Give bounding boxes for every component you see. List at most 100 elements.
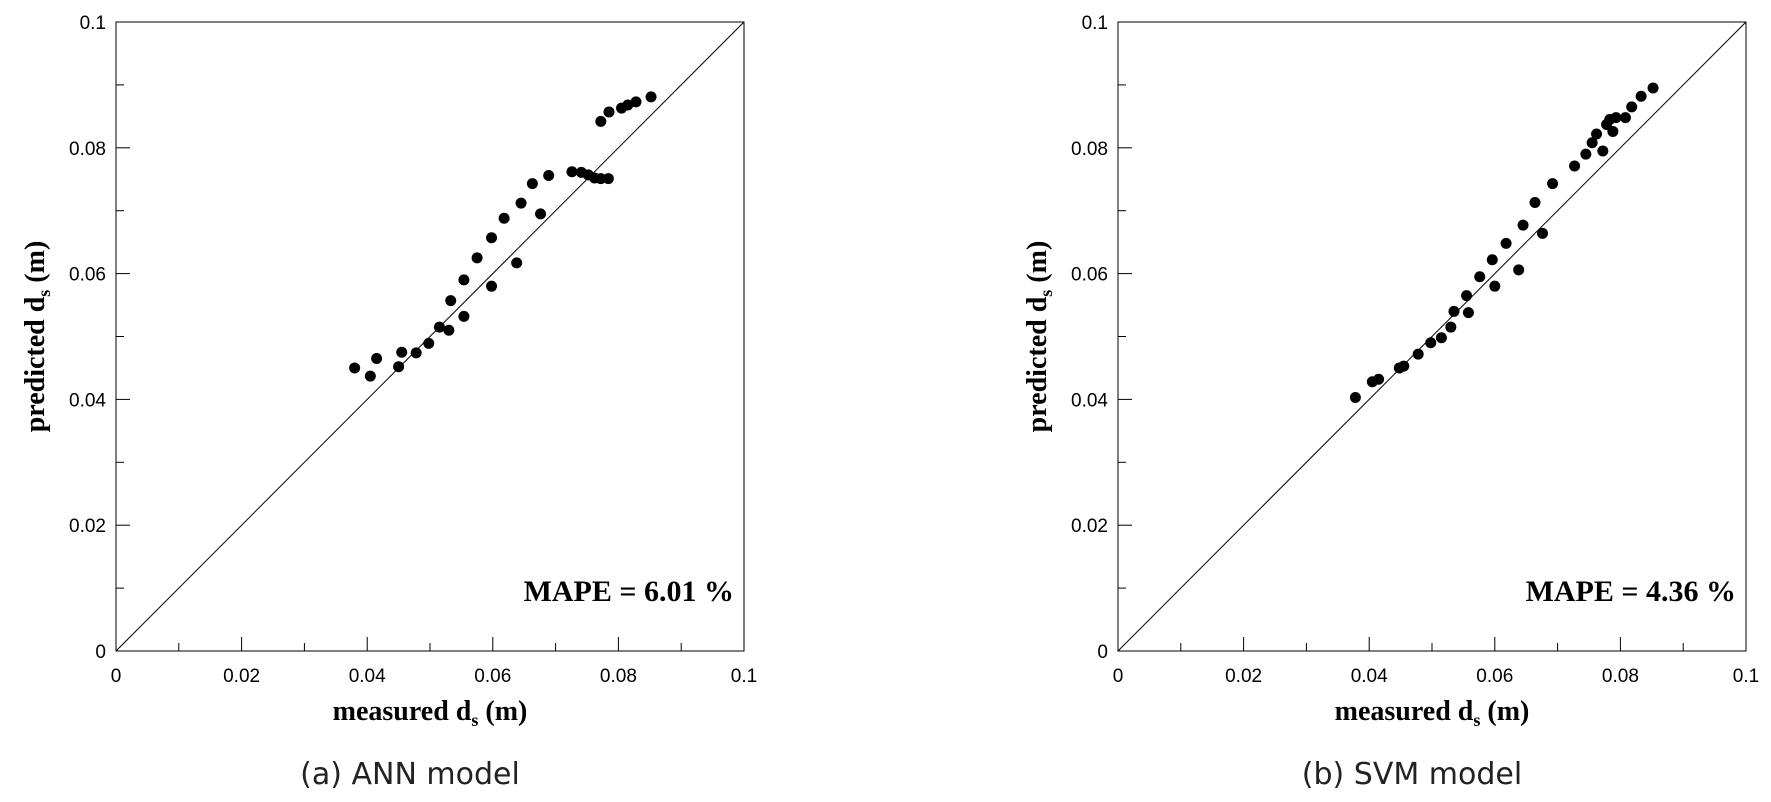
y-axis-title-subscript: s — [34, 290, 54, 297]
data-point — [1513, 264, 1525, 276]
data-point — [396, 346, 408, 358]
data-point — [1445, 321, 1457, 333]
data-point — [1610, 112, 1622, 124]
data-point — [1462, 307, 1474, 319]
x-axis-title: measured ds (m) — [333, 696, 528, 730]
reference-line-y-equals-x — [115, 21, 745, 652]
data-point — [1425, 337, 1437, 349]
y-axis-title: predicted ds (m) — [1022, 241, 1056, 433]
data-point — [1517, 219, 1529, 231]
x-tick-label: 0.04 — [349, 666, 386, 687]
y-axis-title-subscript: s — [1036, 290, 1056, 297]
data-point — [349, 362, 361, 374]
data-point — [1547, 178, 1559, 190]
data-point — [486, 280, 498, 292]
data-point — [1412, 348, 1424, 360]
data-point — [393, 361, 405, 373]
x-axis-title-main: measured d — [333, 696, 472, 727]
data-point — [1529, 197, 1541, 209]
x-axis-title: measured ds (m) — [1335, 696, 1530, 730]
x-tick-label: 0 — [111, 666, 122, 687]
data-point — [1586, 137, 1598, 149]
data-point — [423, 337, 435, 349]
x-tick-label: 0.06 — [1476, 666, 1513, 687]
x-axis-title-subscript: s — [471, 710, 478, 730]
x-tick-label: 0.04 — [1351, 666, 1388, 687]
data-point — [515, 197, 527, 209]
data-point — [433, 321, 445, 333]
data-point — [1448, 305, 1460, 317]
data-point — [526, 178, 538, 190]
data-point — [1486, 254, 1498, 266]
reference-line-y-equals-x — [1117, 21, 1747, 652]
panel-ann-model: 00 0.02 0.02 0.04 0.04 0.06 0.06 0.08 0.08 0.1 0.1… — [20, 13, 757, 792]
data-point — [1647, 82, 1659, 94]
data-point — [1461, 290, 1473, 302]
y-tick-label: 0 — [1097, 642, 1108, 663]
y-tick-label: 0.08 — [1071, 139, 1108, 160]
data-point — [443, 324, 455, 336]
y-tick-label: 0.1 — [80, 13, 106, 34]
x-tick-label: 0.08 — [600, 666, 637, 687]
data-point — [630, 96, 642, 108]
x-tick-label: 0.1 — [731, 666, 757, 687]
data-point — [602, 173, 614, 185]
panel-caption: (a) ANN model — [300, 757, 520, 792]
data-point — [371, 353, 383, 365]
x-axis-title-unit: (m) — [478, 696, 527, 727]
x-axis-title-unit: (m) — [1480, 696, 1529, 727]
x-tick-label: 0.1 — [1733, 666, 1759, 687]
data-point — [543, 169, 555, 181]
y-tick-label: 0.02 — [1071, 516, 1108, 537]
y-tick-label: 0.06 — [1071, 265, 1108, 286]
data-point — [595, 115, 607, 127]
data-point — [1489, 280, 1501, 292]
data-point — [364, 370, 376, 382]
y-axis-title-main: predicted d — [20, 296, 51, 432]
y-axis-title: predicted ds (m) — [20, 241, 54, 433]
data-point — [471, 252, 483, 264]
x-tick-label: 0.02 — [223, 666, 260, 687]
data-point — [1607, 125, 1619, 137]
panel-caption: (b) SVM model — [1302, 757, 1522, 792]
data-point — [498, 212, 510, 224]
data-point — [566, 166, 578, 178]
y-tick-label: 0.06 — [69, 265, 106, 286]
data-point — [1474, 271, 1486, 283]
data-point — [410, 347, 422, 359]
data-point — [458, 310, 470, 322]
data-point — [595, 173, 607, 185]
data-point — [535, 208, 547, 220]
data-point — [1635, 90, 1647, 102]
data-point — [1597, 145, 1609, 157]
data-point — [511, 257, 523, 269]
data-point — [1537, 227, 1549, 239]
x-tick-label: 0 — [1113, 666, 1124, 687]
panel-svm-model: 00 0.02 0.02 0.04 0.04 0.06 0.06 0.08 0.08 0.1 0.1… — [1022, 13, 1759, 792]
data-point — [603, 106, 615, 118]
x-axis-title-main: measured d — [1335, 696, 1474, 727]
x-tick-label: 0.06 — [474, 666, 511, 687]
data-point — [1500, 237, 1512, 249]
y-axis-title-unit: (m) — [1022, 241, 1053, 290]
y-tick-label: 0.1 — [1082, 13, 1108, 34]
y-tick-label: 0.04 — [1071, 390, 1108, 411]
data-point — [458, 274, 470, 286]
y-tick-label: 0 — [95, 642, 106, 663]
data-point — [1435, 332, 1447, 344]
data-point — [1373, 373, 1385, 385]
data-point — [1626, 101, 1638, 113]
data-point — [1580, 148, 1592, 160]
data-point — [1398, 360, 1410, 372]
x-tick-label: 0.08 — [1602, 666, 1639, 687]
data-point — [645, 91, 657, 103]
y-tick-label: 0.02 — [69, 516, 106, 537]
mape-annotation: MAPE = 4.36 % — [1526, 575, 1736, 608]
y-axis-title-main: predicted d — [1022, 296, 1053, 432]
mape-annotation: MAPE = 6.01 % — [524, 575, 734, 608]
data-point — [445, 295, 457, 307]
y-tick-label: 0.04 — [69, 390, 106, 411]
data-point — [486, 232, 498, 244]
y-tick-label: 0.08 — [69, 139, 106, 160]
